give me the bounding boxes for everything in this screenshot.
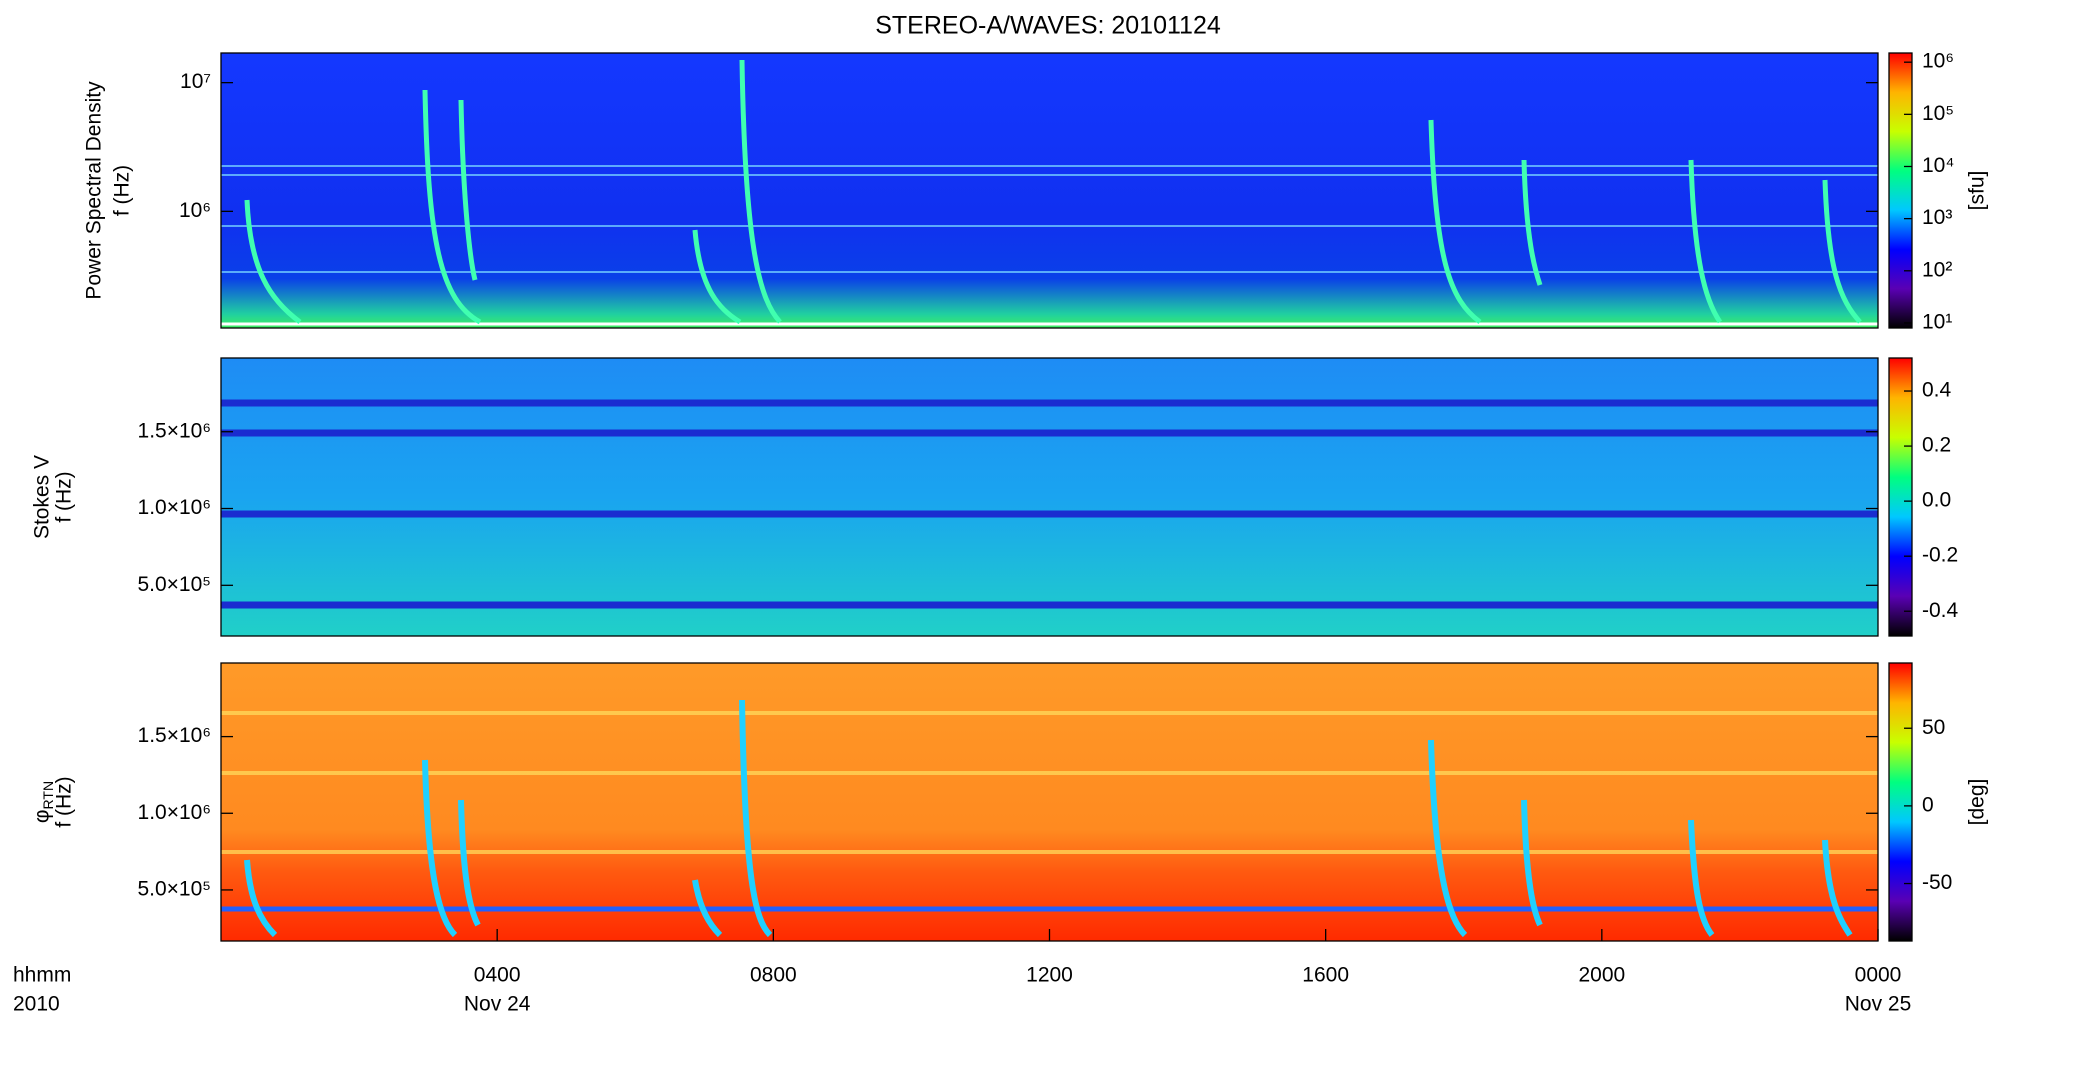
colorbar-tick-label: -50: [1922, 871, 1952, 894]
colorbar-tick-label: 0.4: [1922, 379, 1952, 402]
y-tick-label: 1.5×10⁶: [138, 419, 211, 442]
panel-backgrounds: [221, 53, 1878, 941]
colorbar-label: [sfu]: [1966, 171, 1989, 211]
x-tick-label: 1600: [1302, 964, 1349, 987]
y-tick-label: 10⁷: [180, 70, 211, 93]
date-label: Nov 24: [464, 993, 531, 1016]
plot-frame: [220, 52, 1879, 329]
x-tick-label: 0800: [750, 964, 797, 987]
spectrogram-psd: [221, 53, 1878, 328]
y-axis-label: Stokes V: [31, 455, 54, 539]
x-tick-label: 1200: [1026, 964, 1073, 987]
colorbar-tick-label: -0.4: [1922, 599, 1959, 622]
y-axis-label: f (Hz): [53, 471, 76, 522]
psd-lines: [221, 165, 1878, 273]
colorbar-tick-label: 10⁶: [1922, 50, 1954, 73]
spectrogram-phi: [221, 663, 1878, 941]
colorbar-tick-label: 10²: [1922, 258, 1952, 281]
colorbar-tick-label: 0.2: [1922, 434, 1951, 457]
colorbar-tick-label: 10³: [1922, 206, 1952, 229]
stokes-bands: [221, 399, 1878, 609]
y-tick-label: 10⁶: [179, 199, 211, 222]
y-tick-label: 5.0×10⁵: [137, 573, 211, 596]
colorbar: [1888, 662, 1913, 942]
colorbar-tick-label: 10¹: [1922, 310, 1952, 333]
phi-bands: [221, 711, 1878, 854]
y-tick-label: 1.5×10⁶: [138, 724, 211, 747]
date-label: Nov 25: [1845, 993, 1912, 1016]
x-tick-label: 2000: [1578, 964, 1625, 987]
y-tick-label: 1.0×10⁶: [138, 801, 211, 824]
x-tick-label: 0400: [474, 964, 521, 987]
phi-bursts: [244, 699, 1853, 938]
colorbar-tick-label: 0.0: [1922, 489, 1951, 512]
colorbar-tick-label: 10⁵: [1922, 102, 1954, 125]
y-tick-label: 5.0×10⁵: [137, 877, 211, 900]
psd-bursts: [244, 59, 1862, 325]
colorbar: [1888, 357, 1913, 637]
y-axis-label: f (Hz): [53, 776, 76, 827]
colorbar-tick-label: -0.2: [1922, 544, 1958, 567]
y-axis-label: f (Hz): [111, 165, 134, 216]
colorbar-tick-label: 0: [1922, 793, 1934, 816]
x-tick-label: 0000: [1855, 964, 1902, 987]
plot-frame: [220, 357, 1879, 637]
x-axis-label: hhmm: [13, 964, 71, 987]
y-axis-label-sub: RTN: [40, 781, 56, 810]
colorbar: [1888, 52, 1913, 329]
y-axis-label: Power Spectral Density: [83, 81, 106, 300]
colorbar-tick-label: 50: [1922, 716, 1945, 739]
colorbar-label: [deg]: [1966, 779, 1989, 826]
chart-title: STEREO-A/WAVES: 20101124: [875, 12, 1221, 40]
x-axis-label: 2010: [13, 993, 60, 1016]
colorbar-tick-label: 10⁴: [1922, 154, 1954, 177]
y-tick-label: 1.0×10⁶: [138, 496, 211, 519]
